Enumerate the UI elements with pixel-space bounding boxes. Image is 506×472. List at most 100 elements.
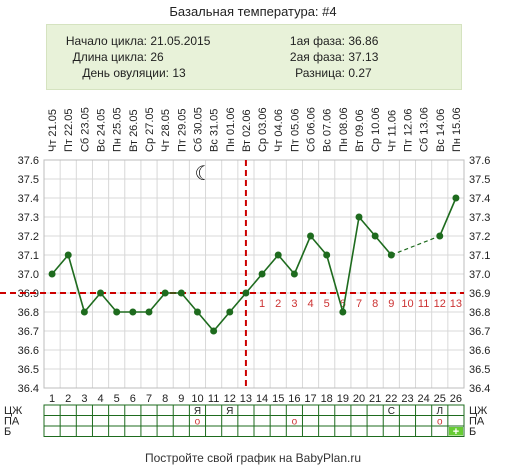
x-tick-label: 19 — [337, 393, 349, 405]
phase1-row: 1ая фаза: 36.86 — [283, 34, 378, 48]
temperature-point — [48, 270, 56, 278]
phase2-day-number: 3 — [291, 298, 297, 310]
x-tick-label: 18 — [321, 393, 333, 405]
x-tick-label: 16 — [288, 393, 300, 405]
temperature-point — [64, 251, 72, 259]
series-segment — [277, 254, 295, 275]
y-tick-label-right: 36.7 — [469, 326, 490, 338]
series-segment — [229, 292, 247, 313]
y-tick-label-left: 36.9 — [18, 288, 39, 300]
date-labels: Чт 21.05 Пт 22.05 Сб 23.05 Вс 24.05 Пн 25.05… — [47, 107, 463, 152]
cycle-start-label: Начало цикла: — [65, 34, 147, 48]
phase2-day-number: 4 — [307, 298, 313, 310]
intercourse-mark: о — [195, 417, 201, 428]
y-tick-label-right: 37.6 — [469, 155, 490, 167]
cervical-mucus-mark: Я — [226, 406, 233, 417]
series-segment — [51, 254, 69, 275]
moon-icon: ☾ — [194, 161, 212, 185]
phase2-day-number: 2 — [275, 298, 281, 310]
date-label: Пт 12.06 — [402, 108, 414, 152]
y-tick-label-right: 36.6 — [469, 345, 490, 357]
x-tick-label: 24 — [417, 393, 429, 405]
phase2-row: 2ая фаза: 37.13 — [283, 50, 378, 64]
date-label: Вт 02.06 — [241, 109, 253, 152]
phase2-day-number: 1 — [259, 298, 265, 310]
date-label: Сб 30.05 — [192, 107, 204, 152]
y-tick-label-right: 37.0 — [469, 269, 490, 281]
series-segment — [325, 254, 344, 313]
date-label: Пн 01.06 — [225, 107, 237, 152]
difference-label: Разница: — [295, 66, 345, 80]
y-tick-label-right: 36.5 — [469, 364, 490, 376]
ovulation-day-value: 13 — [172, 66, 186, 80]
phase2-label: 2ая фаза: — [289, 50, 345, 64]
footer-link[interactable]: Постройте свой график на BabyPlan.ru — [144, 451, 362, 465]
x-tick-label: 8 — [162, 393, 168, 405]
temperature-point — [371, 232, 379, 240]
date-label: Вт 09.06 — [354, 109, 366, 152]
series-segment — [342, 216, 360, 313]
date-label: Ср 10.06 — [370, 107, 382, 152]
temperature-point — [258, 270, 266, 278]
y-tick-label-left: 36.6 — [18, 345, 39, 357]
intercourse-mark: о — [437, 417, 443, 428]
phase2-day-number: 8 — [372, 298, 378, 310]
date-label: Вт 26.05 — [128, 109, 140, 152]
date-label: Сб 06.06 — [306, 107, 318, 152]
cervical-mucus-mark: Л — [436, 406, 443, 417]
chart-title: Базальная температура: #4 — [169, 4, 337, 19]
temperature-point — [242, 289, 250, 297]
phase2-day-number: 10 — [401, 298, 413, 310]
cycle-length-row: Длина цикла: 26 — [57, 50, 164, 64]
ovulation-day-label: День овуляции: — [82, 66, 169, 80]
cycle-start-row: Начало цикла: 21.05.2015 — [57, 34, 211, 48]
date-label: Чт 28.05 — [160, 109, 172, 152]
x-tick-label: 7 — [146, 393, 152, 405]
marker-row-label-right: ЦЖ — [469, 405, 487, 417]
marker-row-label-right: Б — [469, 426, 476, 438]
temperature-point — [436, 232, 444, 240]
phase2-day-number: 6 — [340, 298, 346, 310]
x-tick-label: 22 — [385, 393, 397, 405]
x-tick-label: 6 — [130, 393, 136, 405]
cycle-length-label: Длина цикла: — [72, 50, 147, 64]
date-label: Вс 24.05 — [96, 109, 108, 152]
x-tick-label: 26 — [450, 393, 462, 405]
date-label: Чт 04.06 — [273, 109, 285, 152]
phase1-value: 36.86 — [348, 34, 379, 48]
temperature-point — [177, 289, 185, 297]
date-label: Пт 29.05 — [176, 108, 188, 152]
y-tick-label-right: 36.9 — [469, 288, 490, 300]
x-tick-label: 3 — [81, 393, 87, 405]
series-segment — [439, 197, 457, 237]
y-tick-label-left: 37.1 — [18, 250, 39, 262]
projection-segment — [391, 235, 440, 256]
x-tick-label: 1 — [49, 393, 55, 405]
date-label: Пт 22.05 — [63, 108, 75, 152]
series-segment — [309, 235, 328, 256]
phase2-day-number: 5 — [324, 298, 330, 310]
date-label: Сб 13.06 — [419, 107, 431, 152]
date-label: Вс 31.05 — [209, 109, 221, 152]
y-tick-label-left: 37.5 — [18, 174, 39, 186]
y-tick-label-right: 37.2 — [469, 231, 490, 243]
temperature-point — [452, 194, 460, 202]
x-tick-label: 10 — [191, 393, 203, 405]
temperature-point — [145, 308, 153, 316]
date-label: Чт 21.05 — [47, 109, 59, 152]
date-label: Сб 23.05 — [79, 107, 91, 152]
temperature-point — [80, 308, 88, 316]
x-axis-labels: 1 2 3 4 5 6 7 8 9 10 11 12 13 14 15 16 17 18 19 20 21 22 23 24 2… — [49, 393, 462, 405]
series-segment — [245, 273, 263, 294]
x-tick-label: 23 — [401, 393, 413, 405]
date-label: Чт 11.06 — [386, 110, 398, 152]
series-segment — [358, 216, 376, 237]
cervical-mucus-mark: С — [388, 406, 395, 417]
y-tick-label-left: 36.4 — [18, 383, 39, 395]
series-segment — [99, 292, 118, 313]
x-tick-label: 17 — [304, 393, 316, 405]
y-tick-label-right: 37.4 — [469, 193, 490, 205]
